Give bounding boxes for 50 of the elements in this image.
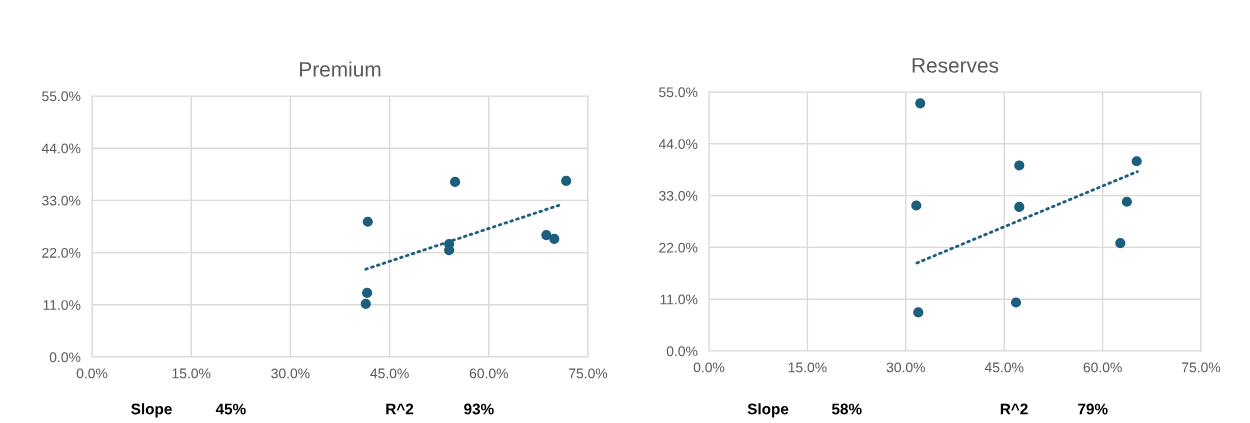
text: 45% — [215, 403, 246, 415]
text: R^2 — [1000, 403, 1028, 415]
text: Slope — [747, 403, 789, 418]
y-tick-label: 33.0% — [659, 190, 698, 201]
point — [362, 216, 373, 227]
text: 93% — [464, 403, 494, 415]
chart-title: Reserves — [912, 58, 999, 73]
point — [1010, 297, 1022, 308]
text: Slope — [131, 403, 172, 418]
x-tick-label: 0.0% — [693, 362, 725, 373]
point — [561, 175, 572, 187]
point — [1115, 238, 1126, 249]
chart-title: Premium — [300, 61, 381, 77]
y-tick-label: 33.0% — [42, 195, 81, 206]
x-tick-label: 75.0% — [1182, 362, 1221, 373]
y-tick-label: 22.0% — [42, 247, 81, 258]
point — [362, 287, 373, 299]
point — [915, 98, 926, 109]
y-tick-label: 44.0% — [41, 143, 81, 154]
point — [1014, 160, 1025, 171]
point — [1121, 196, 1132, 207]
x-tick-label: 75.0% — [569, 368, 608, 379]
x-tick-label: 15.0% — [788, 362, 827, 373]
text: 79% — [1078, 403, 1108, 415]
point — [549, 233, 560, 244]
y-tick-label: 11.0% — [43, 300, 81, 310]
point — [1131, 156, 1142, 167]
x-tick-label: 60.0% — [1083, 362, 1122, 373]
point — [541, 229, 552, 241]
y-tick-label: 0.0% — [49, 352, 81, 363]
x-tick-label: 30.0% — [271, 368, 310, 379]
point — [449, 176, 461, 187]
point — [913, 307, 924, 318]
point — [1014, 201, 1025, 212]
x-tick-label: 60.0% — [469, 368, 508, 379]
y-tick-label: 55.0% — [659, 87, 698, 98]
x-tick-label: 15.0% — [172, 368, 211, 379]
x-tick-label: 0.0% — [76, 368, 108, 379]
text: R^2 — [386, 403, 414, 415]
y-tick-label: 22.0% — [659, 242, 698, 253]
y-tick-label: 44.0% — [658, 139, 698, 149]
x-tick-label: 45.0% — [370, 368, 409, 379]
y-tick-label: 55.0% — [42, 91, 81, 102]
x-tick-label: 45.0% — [984, 362, 1024, 373]
y-tick-label: 11.0% — [660, 294, 698, 305]
text: 58% — [831, 403, 862, 415]
point — [911, 200, 922, 211]
y-tick-label: 0.0% — [666, 346, 698, 357]
point — [360, 298, 371, 309]
x-tick-label: 30.0% — [886, 362, 925, 373]
